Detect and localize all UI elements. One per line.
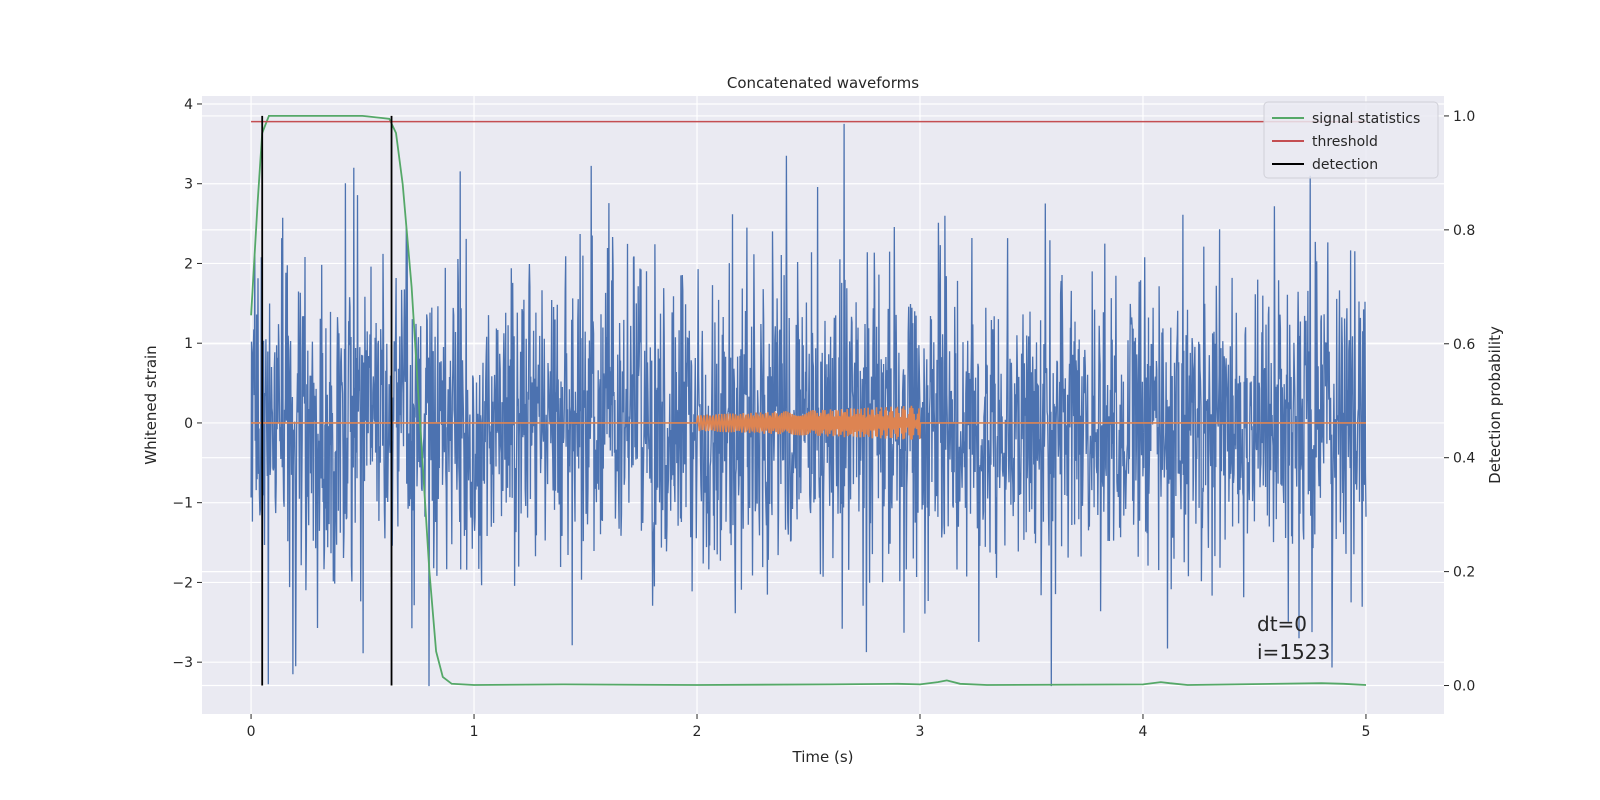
- y-tick-label-left: 4: [184, 97, 193, 113]
- y-tick-label-left: 0: [184, 416, 193, 432]
- y-tick-label-left: −1: [172, 496, 193, 512]
- y-tick-label-right: 0.8: [1453, 223, 1475, 239]
- chart-title: Concatenated waveforms: [727, 74, 919, 92]
- y-axis-label-right: Detection probability: [1486, 326, 1504, 484]
- y-tick-label-left: 2: [184, 256, 193, 272]
- y-tick-label-left: 3: [184, 177, 193, 193]
- x-tick-label: 3: [916, 724, 925, 740]
- x-tick-label: 0: [247, 724, 256, 740]
- x-tick-label: 4: [1139, 724, 1148, 740]
- signal-statistics-line: [250, 115, 1367, 686]
- y-tick-label-left: −3: [172, 655, 193, 671]
- x-axis-label: Time (s): [792, 748, 854, 766]
- y-tick-label-right: 0.2: [1453, 565, 1475, 581]
- y-tick-label-left: −2: [172, 575, 193, 591]
- data-layer: [250, 115, 1367, 687]
- y-tick-label-left: 1: [184, 336, 193, 352]
- y-tick-label-right: 1.0: [1453, 109, 1475, 125]
- injected-signal-line: [251, 405, 1366, 440]
- y-tick-label-right: 0.0: [1453, 679, 1475, 695]
- legend-label: signal statistics: [1312, 111, 1420, 127]
- y-tick-label-right: 0.4: [1453, 451, 1475, 467]
- x-tick-label: 2: [693, 724, 702, 740]
- x-tick-label: 5: [1361, 724, 1370, 740]
- x-tick-label: 1: [470, 724, 479, 740]
- annotation-i: i=1523: [1257, 640, 1330, 664]
- legend-label: detection: [1312, 157, 1378, 173]
- legend-label: threshold: [1312, 134, 1378, 150]
- legend: signal statistics threshold detection: [1263, 101, 1439, 179]
- y-axis-label-left: Whitened strain: [142, 345, 160, 464]
- y-tick-label-right: 0.6: [1453, 337, 1475, 353]
- annotation-dt: dt=0: [1257, 612, 1307, 636]
- legend-box: [1263, 101, 1439, 179]
